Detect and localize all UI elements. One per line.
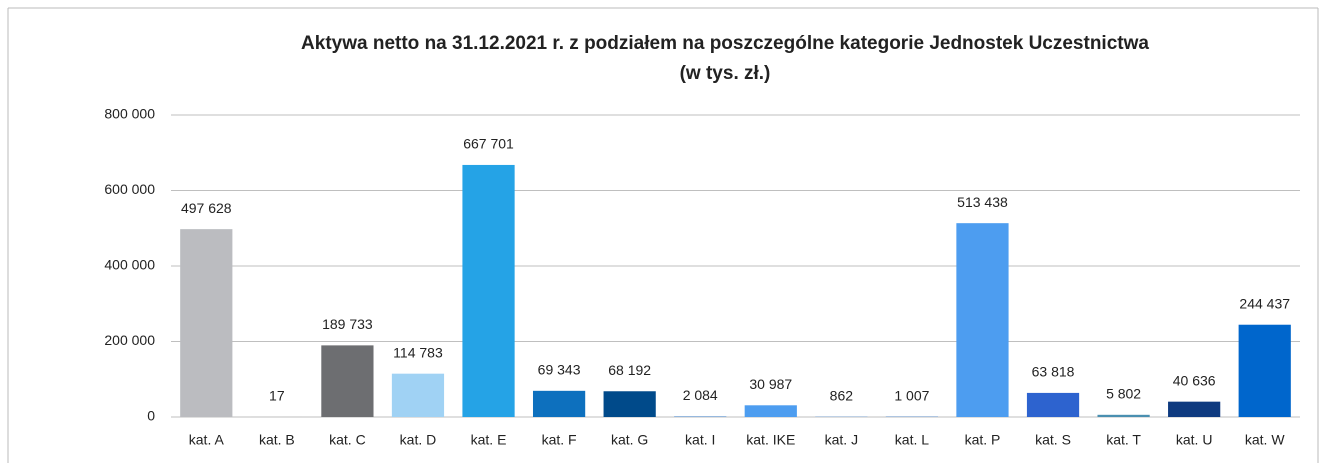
bar	[1027, 393, 1079, 417]
x-tick-label: kat. J	[825, 432, 858, 448]
chart-title: Aktywa netto na 31.12.2021 r. z podziałe…	[301, 33, 1149, 54]
data-label: 862	[830, 387, 854, 403]
x-tick-label: kat. IKE	[746, 432, 795, 448]
data-label: 513 438	[957, 194, 1008, 210]
bar	[745, 405, 797, 417]
x-tick-label: kat. G	[611, 432, 648, 448]
x-tick-label: kat. E	[471, 432, 507, 448]
data-label: 63 818	[1032, 364, 1075, 380]
y-tick-label: 800 000	[104, 106, 155, 122]
bar	[674, 416, 726, 417]
bar	[533, 391, 585, 417]
x-tick-label: kat. L	[895, 432, 929, 448]
data-label: 68 192	[608, 362, 651, 378]
bar	[604, 391, 656, 417]
data-label: 189 733	[322, 316, 373, 332]
x-tick-label: kat. W	[1245, 432, 1285, 448]
bar	[462, 165, 514, 417]
y-tick-label: 600 000	[104, 181, 155, 197]
data-label: 497 628	[181, 200, 232, 216]
y-tick-label: 200 000	[104, 332, 155, 348]
data-label: 17	[269, 388, 285, 404]
bar	[392, 374, 444, 417]
data-label: 69 343	[538, 362, 581, 378]
data-label: 1 007	[894, 387, 929, 403]
x-tick-label: kat. D	[400, 432, 437, 448]
x-tick-label: kat. U	[1176, 432, 1213, 448]
bar	[956, 223, 1008, 417]
x-tick-label: kat. P	[965, 432, 1001, 448]
x-tick-label: kat. C	[329, 432, 366, 448]
data-label: 5 802	[1106, 386, 1141, 402]
bar	[180, 229, 232, 417]
x-tick-label: kat. F	[542, 432, 577, 448]
data-label: 244 437	[1239, 295, 1290, 311]
data-label: 2 084	[683, 387, 718, 403]
x-tick-label: kat. I	[685, 432, 715, 448]
chart-subtitle: (w tys. zł.)	[680, 63, 771, 84]
y-tick-label: 400 000	[104, 257, 155, 273]
data-label: 667 701	[463, 136, 514, 152]
x-tick-label: kat. T	[1106, 432, 1141, 448]
data-label: 30 987	[749, 376, 792, 392]
bar	[1239, 325, 1291, 417]
bar	[1168, 402, 1220, 417]
x-tick-label: kat. B	[259, 432, 295, 448]
data-label: 40 636	[1173, 372, 1216, 388]
y-tick-label: 0	[147, 408, 155, 424]
bar	[1097, 415, 1149, 417]
x-tick-label: kat. A	[189, 432, 225, 448]
x-tick-label: kat. S	[1035, 432, 1071, 448]
data-label: 114 783	[393, 344, 443, 360]
bar	[321, 345, 373, 417]
